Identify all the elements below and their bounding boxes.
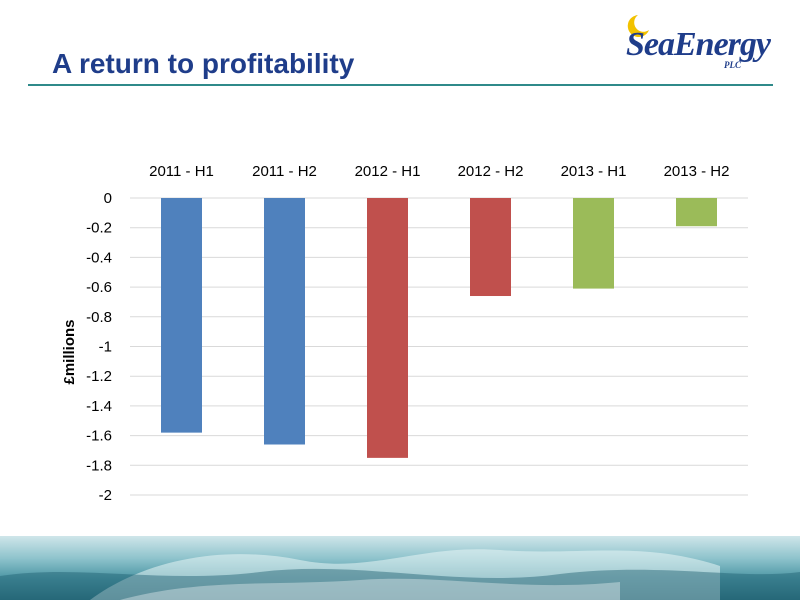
y-axis-label: £millions xyxy=(61,319,78,384)
bar-2012-h1 xyxy=(367,198,408,458)
x-tick-label: 2012 - H2 xyxy=(458,163,524,180)
y-tick-label: -0.8 xyxy=(86,309,112,326)
bars xyxy=(161,198,717,458)
x-tick-label: 2011 - H1 xyxy=(149,163,214,180)
loss-bar-chart: 0 -0.2 -0.4 -0.6 -0.8 -1 -1.2 -1.4 -1.6 -1.8 -2 20… xyxy=(61,163,748,504)
y-tick-label: -1.6 xyxy=(86,428,112,445)
y-tick-label: -1.8 xyxy=(86,457,112,474)
y-tick-label: -2 xyxy=(99,487,112,504)
logo-suffix: PLC xyxy=(724,60,741,70)
y-tick-label: -1 xyxy=(99,339,112,356)
y-tick-label: -1.4 xyxy=(86,398,112,415)
x-tick-label: 2013 - H2 xyxy=(664,163,730,180)
bar-2012-h2 xyxy=(470,198,511,297)
logo-wordmark: SeaEnergy xyxy=(626,26,771,63)
crescent-moon-icon xyxy=(627,15,649,37)
x-tick-label: 2013 - H1 xyxy=(561,163,627,180)
bar-2011-h1 xyxy=(161,198,202,433)
slide-title: A return to profitability xyxy=(52,48,355,79)
gridlines xyxy=(130,197,748,496)
bar-2011-h2 xyxy=(264,198,305,445)
company-logo: SeaEnergy PLC xyxy=(620,12,780,72)
y-tick-label: -1.2 xyxy=(86,368,112,385)
y-tick-labels: 0 -0.2 -0.4 -0.6 -0.8 -1 -1.2 -1.4 -1.6 -1.8 -2 xyxy=(86,190,112,504)
x-tick-labels: 2011 - H1 2011 - H2 2012 - H1 2012 - H2 2013… xyxy=(149,163,729,180)
ocean-wave-banner xyxy=(0,536,800,600)
y-tick-label: -0.4 xyxy=(86,249,112,266)
y-tick-label: -0.6 xyxy=(86,279,112,296)
bar-2013-h1 xyxy=(573,198,614,289)
x-tick-label: 2011 - H2 xyxy=(252,163,317,180)
title-divider xyxy=(28,84,773,86)
y-tick-label: -0.2 xyxy=(86,220,112,237)
bar-2013-h2 xyxy=(676,198,717,227)
x-tick-label: 2012 - H1 xyxy=(355,163,421,180)
y-tick-label: 0 xyxy=(104,190,112,207)
